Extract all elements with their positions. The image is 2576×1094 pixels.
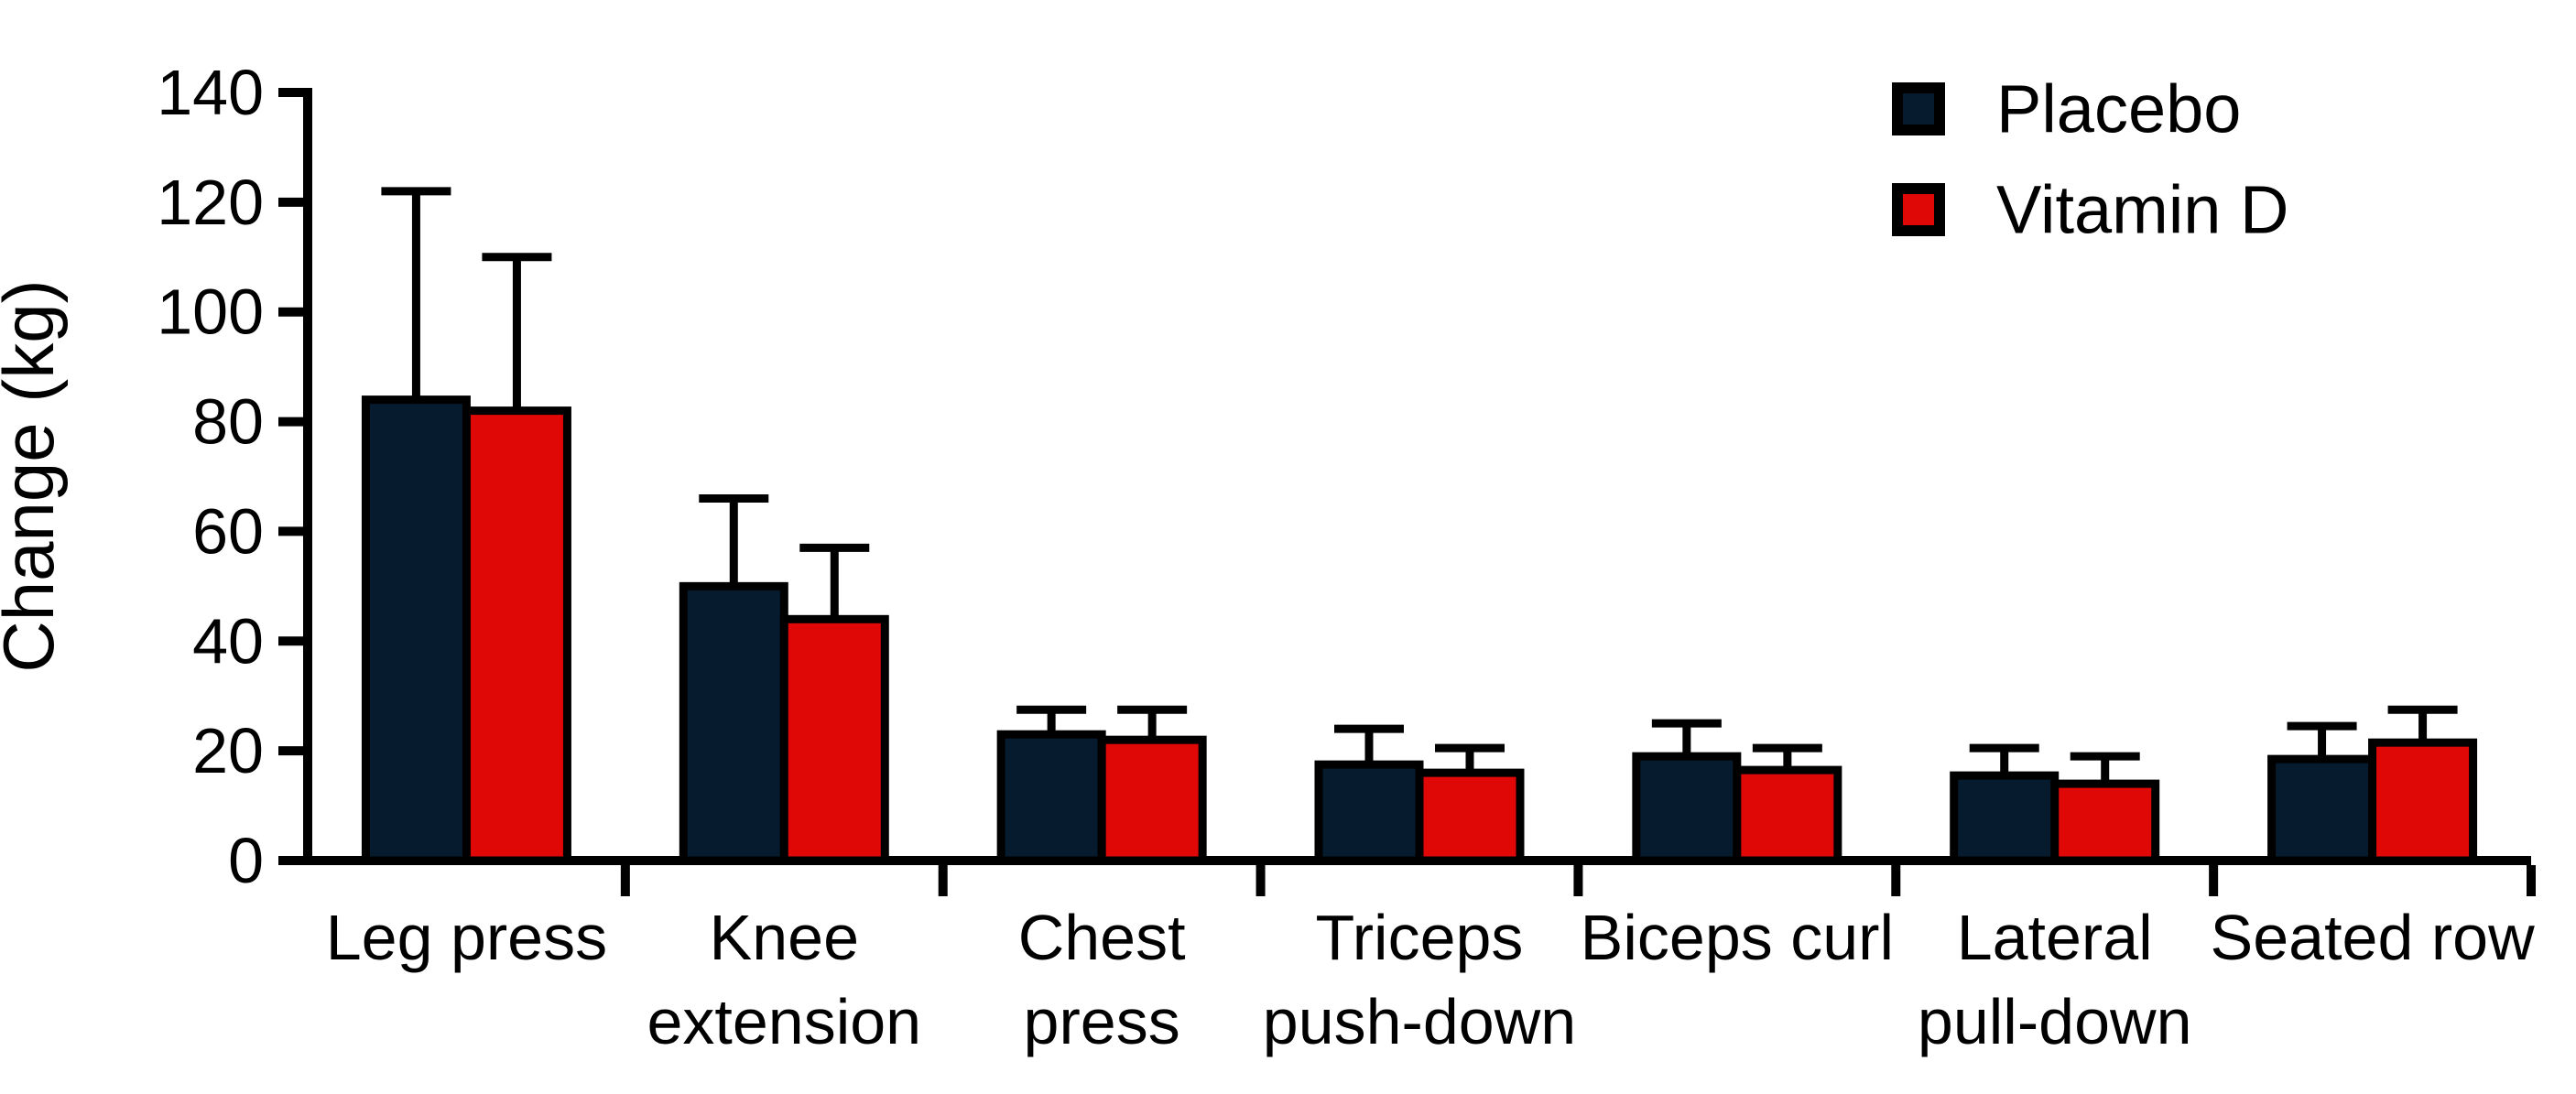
legend-label-vitamin-d: Vitamin D: [1996, 172, 2288, 248]
category-label: extension: [647, 986, 921, 1057]
y-axis-tick-label: 80: [192, 386, 264, 458]
legend-item-vitamin-d: Vitamin D: [1892, 172, 2288, 248]
bar-placebo: [1314, 760, 1424, 865]
y-axis-title: Change (kg): [0, 279, 69, 672]
y-axis-tick-label: 140: [157, 57, 264, 128]
category-label: press: [1024, 986, 1180, 1057]
bar-vitamin-d: [2368, 738, 2478, 865]
y-axis-tick-label: 40: [192, 605, 264, 677]
y-axis-tick-label: 100: [157, 276, 264, 348]
bar-vitamin-d: [2050, 779, 2160, 865]
category-label: pull-down: [1918, 986, 2192, 1057]
legend-item-placebo: Placebo: [1892, 71, 2241, 147]
y-axis-tick-label: 120: [157, 167, 264, 238]
category-label: push-down: [1263, 986, 1576, 1057]
category-label: Leg press: [326, 902, 607, 973]
bar-placebo: [2267, 754, 2377, 865]
category-label: Biceps curl: [1581, 902, 1894, 973]
bar-vitamin-d: [779, 614, 889, 865]
bar-placebo: [361, 395, 471, 865]
category-label: Triceps: [1316, 902, 1524, 973]
y-axis-tick-label: 60: [192, 495, 264, 567]
bar-placebo: [1632, 752, 1742, 865]
category-label: Seated row: [2211, 902, 2536, 973]
bar-vitamin-d: [462, 406, 571, 865]
legend-swatch-placebo: [1892, 82, 1945, 135]
category-label: Lateral: [1957, 902, 2153, 973]
y-axis-tick-label: 0: [228, 825, 264, 896]
bar-vitamin-d: [1415, 768, 1525, 865]
bar-placebo: [996, 730, 1106, 865]
legend-swatch-vitamin-d: [1892, 183, 1945, 236]
bar-placebo: [679, 581, 788, 865]
y-axis-tick-label: 20: [192, 715, 264, 786]
legend: Placebo Vitamin D: [1892, 71, 2288, 248]
bar-placebo: [1950, 771, 2060, 865]
legend-label-placebo: Placebo: [1996, 71, 2241, 147]
bar-vitamin-d: [1097, 735, 1207, 865]
bar-vitamin-d: [1733, 765, 1842, 865]
plot-area: 0 20 40 60 80 100 120 140 Leg press Knee extension…: [157, 57, 2536, 1057]
category-label: Knee: [710, 902, 859, 973]
category-label: Chest: [1018, 902, 1186, 973]
